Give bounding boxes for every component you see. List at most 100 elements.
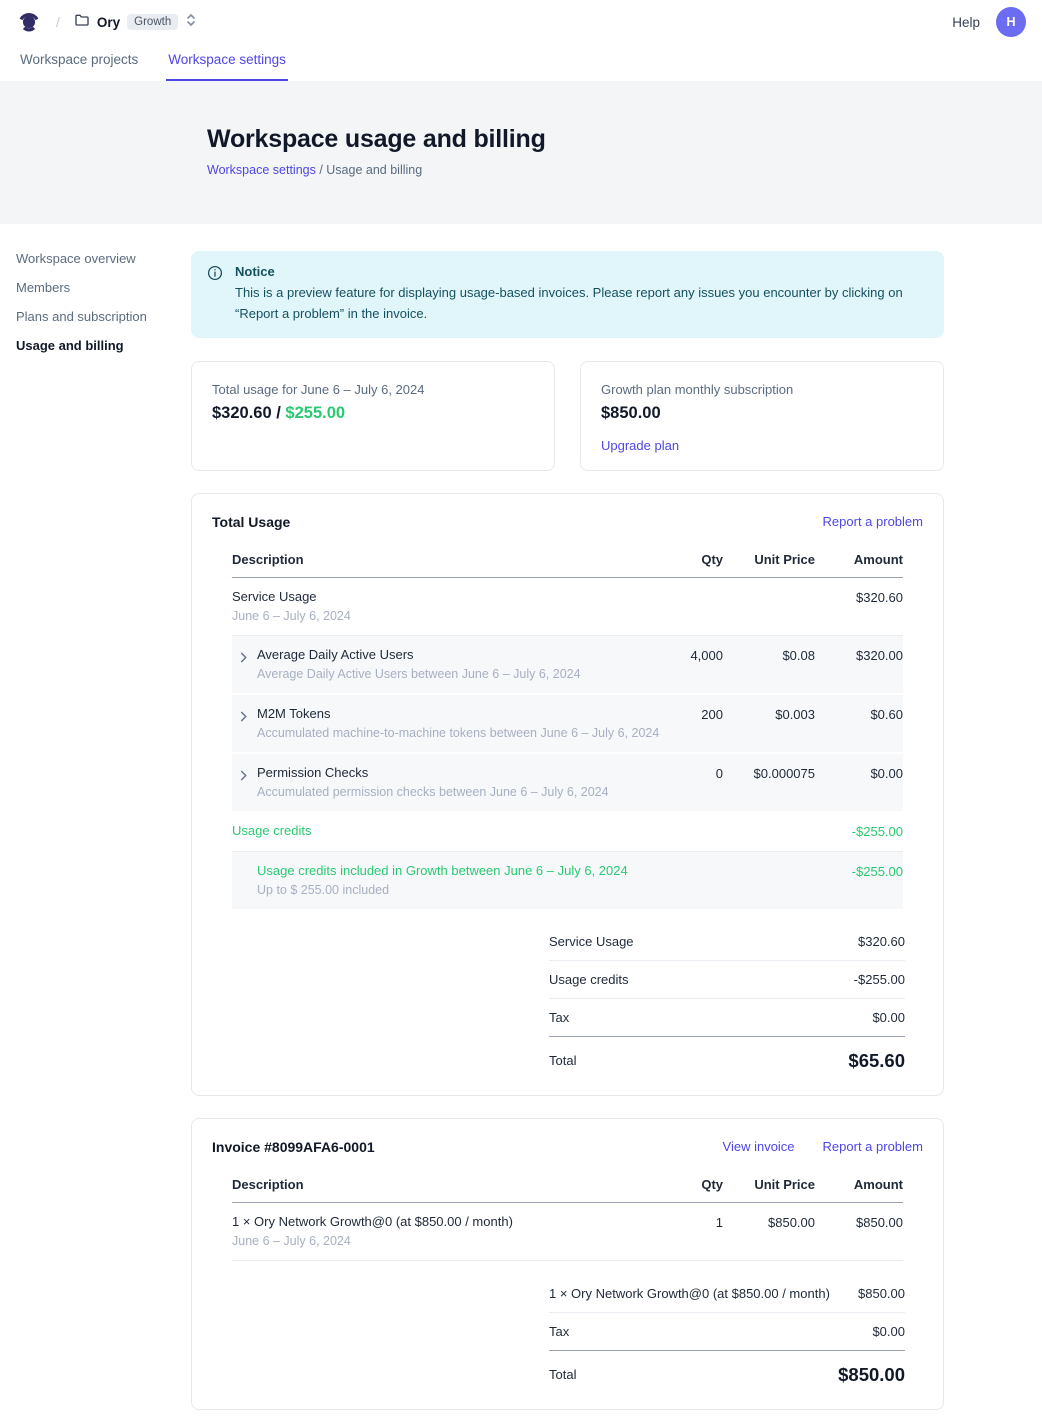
chevron-updown-icon	[185, 13, 197, 32]
row-title: Usage credits included in Growth between…	[257, 862, 628, 878]
invoice-table: Description Qty Unit Price Amount 1 × Or…	[232, 1165, 903, 1261]
row-title: Average Daily Active Users	[257, 646, 414, 662]
invoice-links: View invoice Report a problem	[723, 1139, 923, 1154]
row-qty: 1	[715, 1214, 723, 1230]
row-unit: $0.003	[775, 706, 815, 722]
notice-content: Notice This is a preview feature for dis…	[235, 264, 925, 325]
total-usage-value: $320.60 / $255.00	[212, 404, 534, 423]
chevron-right-icon[interactable]	[239, 769, 248, 784]
total-usage-label: Total usage for June 6 – July 6, 2024	[212, 381, 425, 397]
tab-workspace-settings[interactable]: Workspace settings	[166, 44, 288, 81]
summary-row-service-usage: Service Usage $320.60	[549, 923, 905, 961]
row-unit: $850.00	[768, 1214, 815, 1230]
table-row-usage-credits: Usage credits -$255.00	[232, 810, 903, 852]
summary-value: $0.00	[872, 1323, 905, 1339]
summary-label: 1 × Ory Network Growth@0 (at $850.00 / m…	[549, 1285, 830, 1301]
col-description: Description	[232, 551, 304, 567]
main-panel: Notice This is a preview feature for dis…	[191, 251, 944, 1410]
topbar: / Ory Growth Help H	[0, 0, 1042, 44]
summary-label: Service Usage	[549, 933, 634, 949]
col-unit-price: Unit Price	[754, 551, 815, 567]
chevron-right-icon[interactable]	[239, 651, 248, 666]
breadcrumb: Workspace settings / Usage and billing	[207, 163, 1042, 177]
plan-label: Growth plan monthly subscription	[601, 381, 794, 397]
row-title: 1 × Ory Network Growth@0 (at $850.00 / m…	[232, 1213, 513, 1229]
summary-row-tax: Tax $0.00	[549, 999, 905, 1037]
summary-label: Tax	[549, 1009, 570, 1025]
col-unit-price: Unit Price	[754, 1176, 815, 1192]
row-subtitle: Accumulated machine-to-machine tokens be…	[257, 725, 660, 740]
usage-panel-title: Total Usage	[212, 513, 291, 530]
invoice-report-problem-link[interactable]: Report a problem	[822, 1139, 923, 1155]
row-amount: $320.00	[856, 647, 903, 663]
row-subtitle: Average Daily Active Users between June …	[257, 666, 581, 681]
total-label: Total	[549, 1367, 577, 1383]
total-value: $850.00	[838, 1363, 905, 1385]
summary-value: $0.00	[872, 1009, 905, 1025]
workspace-picker[interactable]: Ory Growth	[74, 12, 197, 33]
row-unit: $0.08	[782, 647, 815, 663]
content: Workspace overview Members Plans and sub…	[0, 224, 1042, 1426]
total-usage-card: Total usage for June 6 – July 6, 2024 $3…	[191, 360, 555, 471]
table-row-average-daily-active-users[interactable]: Average Daily Active Users Average Daily…	[232, 635, 903, 693]
row-title: M2M Tokens	[257, 705, 331, 721]
plan-card: Growth plan monthly subscription $850.00…	[580, 360, 944, 471]
row-amount: $320.60	[856, 589, 903, 605]
row-amount: -$255.00	[851, 863, 903, 879]
plan-price: $850.00	[601, 403, 661, 422]
row-subtitle: Up to $ 255.00 included	[257, 882, 390, 897]
summary-label: Usage credits	[549, 971, 629, 987]
usage-table-header: Description Qty Unit Price Amount	[232, 540, 903, 578]
usage-credit-amount: $255.00	[285, 403, 346, 422]
sidebar-item-workspace-overview[interactable]: Workspace overview	[16, 251, 136, 266]
row-qty: 4,000	[690, 647, 723, 663]
invoice-table-header: Description Qty Unit Price Amount	[232, 1165, 903, 1203]
summary-total-row: Total $65.60	[549, 1037, 905, 1075]
total-usage-panel: Total Usage Report a problem Description…	[191, 492, 944, 1096]
chevron-right-icon[interactable]	[239, 710, 248, 725]
usage-panel-head: Total Usage Report a problem	[192, 514, 943, 530]
topbar-left: / Ory Growth	[16, 9, 197, 35]
workspace-name: Ory	[96, 14, 121, 30]
col-amount: Amount	[853, 551, 903, 567]
col-description: Description	[232, 1176, 304, 1192]
ory-logo-icon[interactable]	[16, 9, 42, 35]
row-qty	[661, 589, 723, 590]
row-amount: $0.00	[870, 765, 903, 781]
page-header: Workspace usage and billing Workspace se…	[0, 81, 1042, 224]
sidebar-item-members[interactable]: Members	[16, 280, 71, 295]
breadcrumb-settings-link[interactable]: Workspace settings	[207, 163, 316, 177]
invoice-summary: 1 × Ory Network Growth@0 (at $850.00 / m…	[549, 1275, 905, 1389]
usage-report-problem-link[interactable]: Report a problem	[822, 514, 923, 530]
row-qty: 0	[715, 765, 723, 781]
view-invoice-link[interactable]: View invoice	[722, 1139, 795, 1155]
avatar[interactable]: H	[996, 7, 1026, 37]
folder-icon	[74, 12, 90, 33]
row-title: Permission Checks	[257, 764, 369, 780]
upgrade-plan-link[interactable]: Upgrade plan	[601, 437, 680, 453]
table-row-m2m-tokens[interactable]: M2M Tokens Accumulated machine-to-machin…	[232, 692, 903, 752]
summary-value: $320.60	[858, 933, 905, 949]
invoice-panel-head: Invoice #8099AFA6-0001 View invoice Repo…	[192, 1139, 943, 1155]
sidebar-item-plans-subscription[interactable]: Plans and subscription	[16, 309, 147, 324]
notice-body: This is a preview feature for displaying…	[235, 285, 903, 321]
sidebar-item-usage-billing[interactable]: Usage and billing	[16, 338, 124, 353]
invoice-title: Invoice #8099AFA6-0001	[212, 1138, 375, 1155]
page-title: Workspace usage and billing	[207, 125, 546, 153]
row-subtitle: June 6 – July 6, 2024	[232, 608, 351, 623]
col-qty: Qty	[701, 551, 723, 567]
row-subtitle: June 6 – July 6, 2024	[232, 1233, 351, 1248]
row-title: Usage credits	[232, 822, 312, 838]
summary-row-line-item: 1 × Ory Network Growth@0 (at $850.00 / m…	[549, 1275, 905, 1313]
total-value: $65.60	[848, 1049, 905, 1071]
tab-workspace-projects[interactable]: Workspace projects	[20, 52, 139, 67]
help-link[interactable]: Help	[952, 14, 980, 30]
topbar-right: Help H	[952, 7, 1026, 37]
workspace-tabs: Workspace projects Workspace settings	[0, 44, 1042, 81]
table-row-permission-checks[interactable]: Permission Checks Accumulated permission…	[232, 751, 903, 811]
invoice-panel: Invoice #8099AFA6-0001 View invoice Repo…	[191, 1117, 944, 1410]
info-icon	[207, 265, 223, 325]
table-row-service-usage: Service Usage June 6 – July 6, 2024 $320…	[232, 578, 903, 636]
summary-label: Tax	[549, 1323, 570, 1339]
summary-cards: Total usage for June 6 – July 6, 2024 $3…	[191, 360, 944, 471]
